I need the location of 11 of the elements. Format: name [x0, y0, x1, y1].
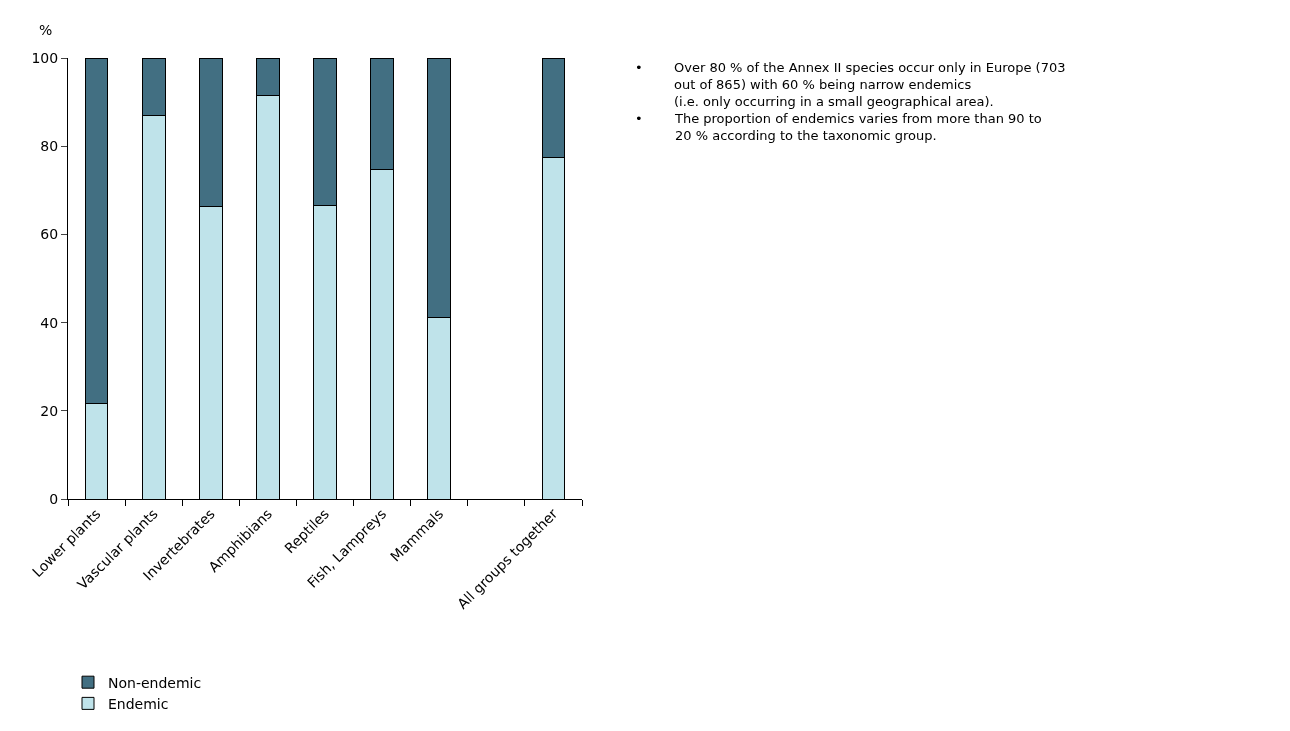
text: • Over 80 % of the Annex II species occur only in Europe (703 out of 865) with 60 % being narrow endemics (i.e. only occurring in a small geographical area).	[635, 60, 1066, 109]
y-tick-label: 80	[40, 138, 59, 155]
y-tick-label: 100	[31, 49, 59, 66]
y-tick-label: 40	[40, 314, 59, 331]
y-tick-label: 60	[40, 226, 59, 243]
legend-label: Endemic	[108, 695, 169, 712]
y-axis-title: %	[39, 22, 53, 38]
legend-label: Non-endemic	[108, 674, 202, 691]
y-tick-label: 20	[40, 402, 59, 419]
y-tick-label: 0	[49, 490, 59, 507]
text: • The proportion of endemics varies from more than 90 to 20 % according to the taxonomic group.	[635, 111, 1042, 143]
